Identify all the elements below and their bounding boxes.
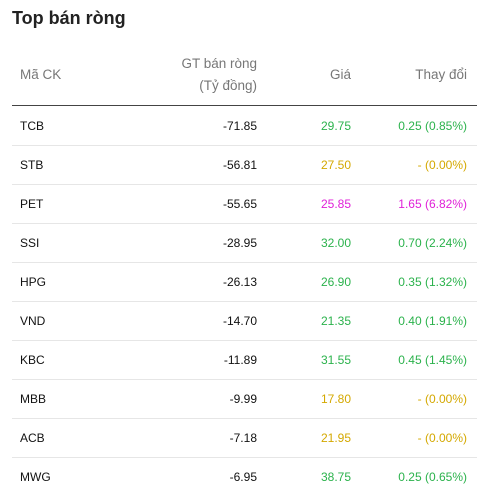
row-symbol[interactable]: HPG [20, 275, 47, 289]
row-change: 0.40 (1.91%) [398, 314, 467, 328]
row-symbol[interactable]: SSI [20, 236, 40, 250]
row-net-value: -71.85 [222, 119, 257, 133]
row-price: 32.00 [320, 236, 351, 250]
header-change[interactable]: Thay đổi [415, 67, 467, 82]
row-price: 21.95 [320, 431, 351, 445]
table-row[interactable]: KBC -11.89 31.55 0.45 (1.45%) [12, 341, 477, 380]
header-price[interactable]: Giá [329, 67, 351, 82]
table-row[interactable]: STB -56.81 27.50 - (0.00%) [12, 146, 477, 185]
table-body: TCB -71.85 29.75 0.25 (0.85%) STB -56.81… [12, 107, 477, 497]
row-change: 0.45 (1.45%) [398, 353, 467, 367]
row-symbol[interactable]: TCB [20, 119, 44, 133]
row-price: 25.85 [320, 197, 351, 211]
table-row[interactable]: PET -55.65 25.85 1.65 (6.82%) [12, 185, 477, 224]
row-net-value: -28.95 [222, 236, 257, 250]
header-net-value-line1: GT bán ròng [181, 56, 257, 71]
row-net-value: -56.81 [222, 158, 257, 172]
row-price: 26.90 [320, 275, 351, 289]
row-price: 21.35 [320, 314, 351, 328]
row-price: 27.50 [320, 158, 351, 172]
table-row[interactable]: SSI -28.95 32.00 0.70 (2.24%) [12, 224, 477, 263]
row-symbol[interactable]: VND [20, 314, 46, 328]
row-symbol[interactable]: MWG [20, 470, 51, 484]
row-change: - (0.00%) [417, 392, 467, 406]
row-change: 0.70 (2.24%) [398, 236, 467, 250]
panel-title: Top bán ròng [12, 8, 126, 28]
header-net-value[interactable]: GT bán ròng (Tỷ đồng) [117, 53, 257, 97]
row-net-value: -7.18 [229, 431, 257, 445]
row-change: 0.35 (1.32%) [398, 275, 467, 289]
row-net-value: -26.13 [222, 275, 257, 289]
table-row[interactable]: MBB -9.99 17.80 - (0.00%) [12, 380, 477, 419]
table-row[interactable]: MWG -6.95 38.75 0.25 (0.65%) [12, 458, 477, 497]
row-net-value: -14.70 [222, 314, 257, 328]
table-row[interactable]: HPG -26.13 26.90 0.35 (1.32%) [12, 263, 477, 302]
row-symbol[interactable]: ACB [20, 431, 45, 445]
row-price: 29.75 [320, 119, 351, 133]
header-symbol[interactable]: Mã CK [20, 67, 62, 82]
row-change: 0.25 (0.85%) [398, 119, 467, 133]
row-price: 38.75 [320, 470, 351, 484]
table-row[interactable]: ACB -7.18 21.95 - (0.00%) [12, 419, 477, 458]
table-row[interactable]: TCB -71.85 29.75 0.25 (0.85%) [12, 107, 477, 146]
row-net-value: -6.95 [229, 470, 257, 484]
row-net-value: -11.89 [223, 353, 257, 367]
row-symbol[interactable]: PET [20, 197, 44, 211]
row-net-value: -9.99 [229, 392, 257, 406]
row-symbol[interactable]: STB [20, 158, 44, 172]
row-symbol[interactable]: MBB [20, 392, 47, 406]
row-change: - (0.00%) [417, 431, 467, 445]
row-net-value: -55.65 [222, 197, 257, 211]
row-symbol[interactable]: KBC [20, 353, 45, 367]
table-row[interactable]: VND -14.70 21.35 0.40 (1.91%) [12, 302, 477, 341]
row-change: 1.65 (6.82%) [398, 197, 467, 211]
table-header: Mã CK GT bán ròng (Tỷ đồng) Giá Thay đổi [12, 52, 477, 106]
row-change: - (0.00%) [417, 158, 467, 172]
row-price: 31.55 [320, 353, 351, 367]
row-change: 0.25 (0.65%) [398, 470, 467, 484]
header-net-value-line2: (Tỷ đồng) [199, 78, 257, 93]
row-price: 17.80 [320, 392, 351, 406]
